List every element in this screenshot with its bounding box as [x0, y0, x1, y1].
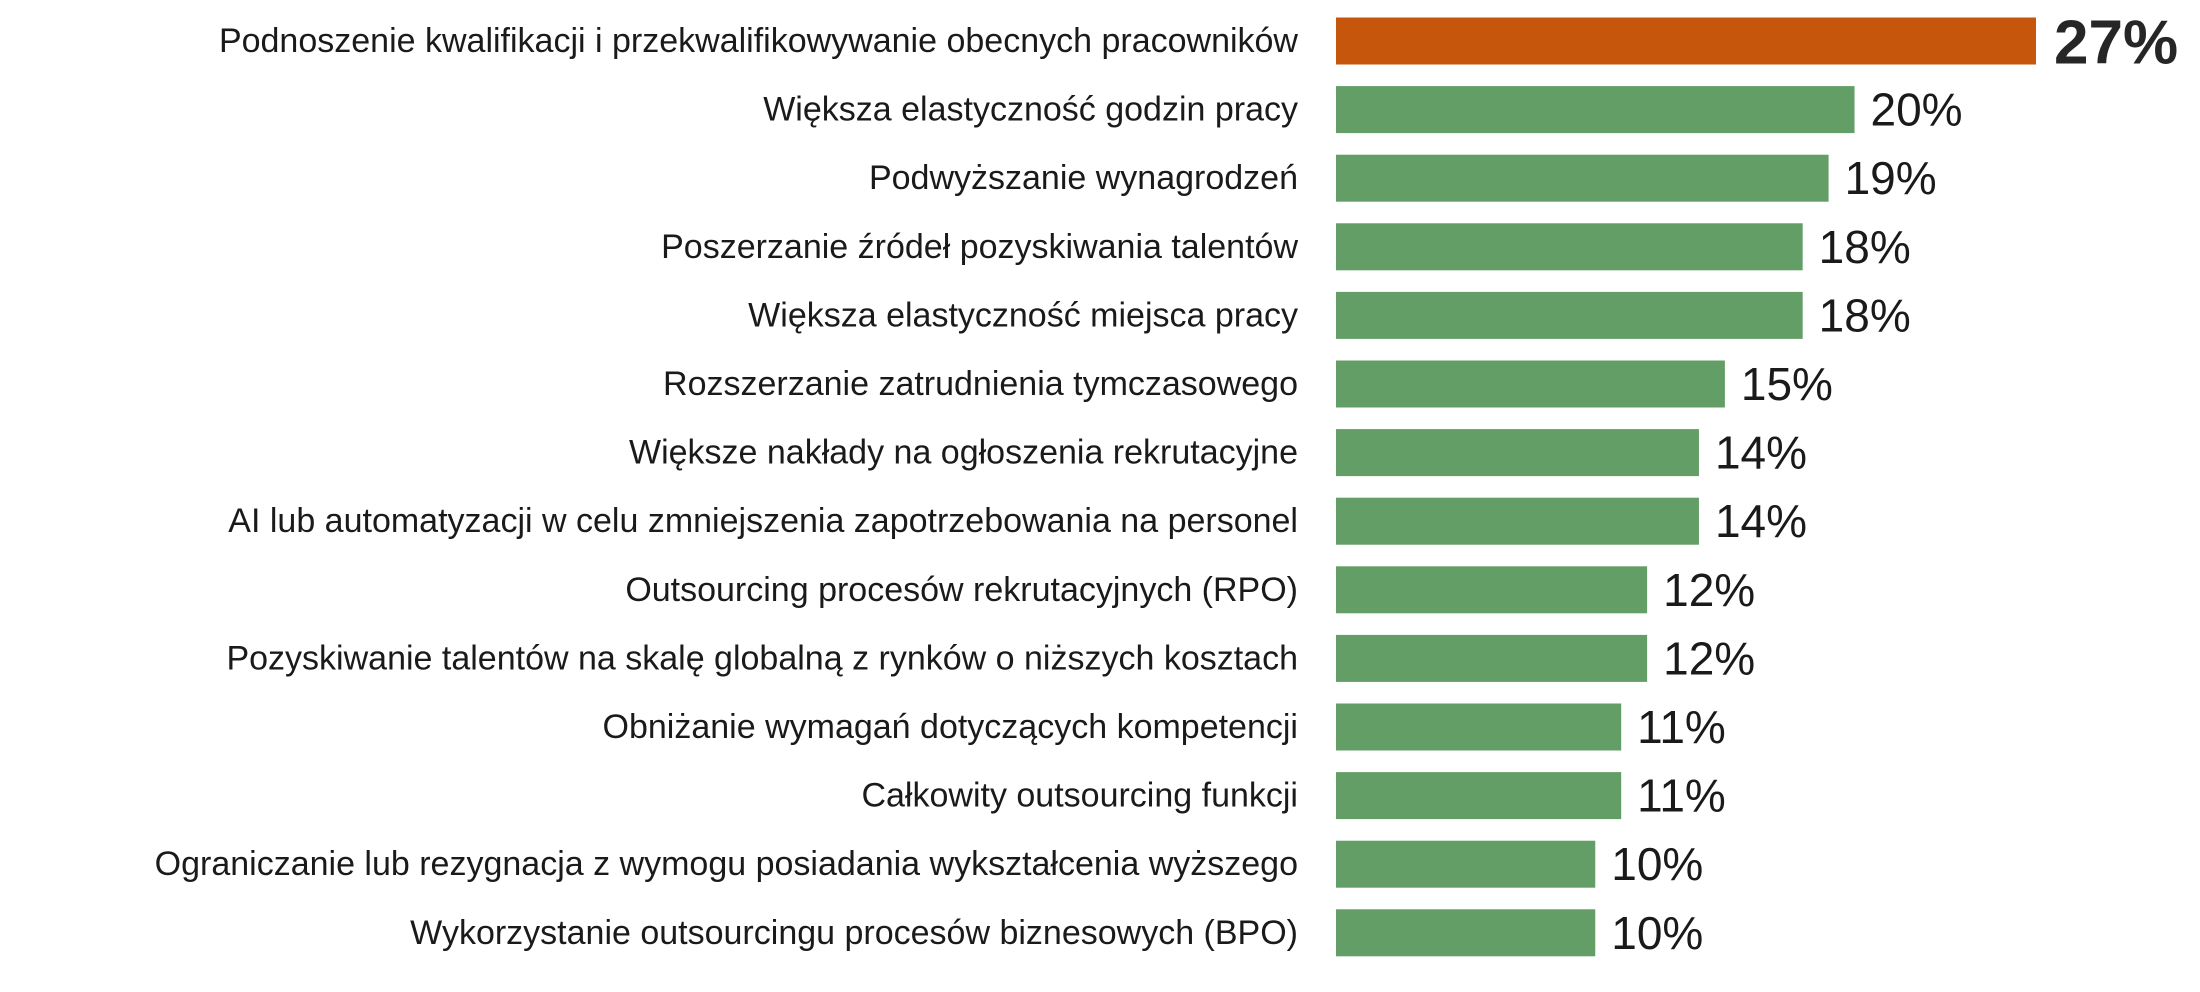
value-label: 14% — [1715, 427, 1807, 479]
bar — [1336, 429, 1699, 477]
bar — [1336, 291, 1803, 339]
category-label: Ograniczanie lub rezygnacja z wymogu pos… — [155, 845, 1298, 883]
bar — [1336, 154, 1829, 202]
category-label: Pozyskiwanie talentów na skalę globalną … — [226, 639, 1298, 677]
value-label: 20% — [1871, 84, 1963, 136]
bar — [1336, 703, 1622, 751]
category-label: Podwyższanie wynagrodzeń — [869, 159, 1298, 197]
bar-highlight — [1336, 17, 2036, 65]
bar — [1336, 497, 1699, 545]
value-label: 18% — [1819, 221, 1911, 273]
category-label: Większe nakłady na ogłoszenia rekrutacyj… — [629, 434, 1298, 472]
bar — [1336, 840, 1596, 888]
category-label: Podnoszenie kwalifikacji i przekwalifiko… — [219, 22, 1298, 60]
value-label: 18% — [1819, 289, 1911, 341]
value-label: 19% — [1845, 152, 1937, 204]
value-label: 11% — [1637, 701, 1726, 753]
category-label: Obniżanie wymagań dotyczących kompetencj… — [603, 708, 1298, 746]
bar — [1336, 566, 1648, 614]
category-label: Większa elastyczność miejsca pracy — [748, 296, 1298, 334]
bar — [1336, 634, 1648, 682]
value-label: 10% — [1611, 907, 1703, 959]
category-label: Wykorzystanie outsourcingu procesów bizn… — [410, 914, 1298, 952]
value-label: 27% — [2054, 9, 2178, 78]
category-label: Poszerzanie źródeł pozyskiwania talentów — [661, 228, 1298, 266]
bar — [1336, 909, 1596, 957]
value-label: 12% — [1663, 564, 1755, 616]
bar — [1336, 86, 1855, 134]
category-label: AI lub automatyzacji w celu zmniejszenia… — [228, 502, 1298, 540]
value-label: 11% — [1637, 770, 1726, 822]
bar — [1336, 360, 1725, 408]
value-label: 10% — [1611, 838, 1703, 890]
value-label: 12% — [1663, 632, 1755, 684]
category-label: Całkowity outsourcing funkcji — [861, 777, 1298, 815]
category-label: Rozszerzanie zatrudnienia tymczasowego — [663, 365, 1298, 403]
bar — [1336, 772, 1622, 820]
category-label: Większa elastyczność godzin pracy — [763, 91, 1298, 129]
bar — [1336, 223, 1803, 271]
value-label: 15% — [1741, 358, 1833, 410]
category-label: Outsourcing procesów rekrutacyjnych (RPO… — [625, 571, 1298, 609]
value-label: 14% — [1715, 495, 1807, 547]
